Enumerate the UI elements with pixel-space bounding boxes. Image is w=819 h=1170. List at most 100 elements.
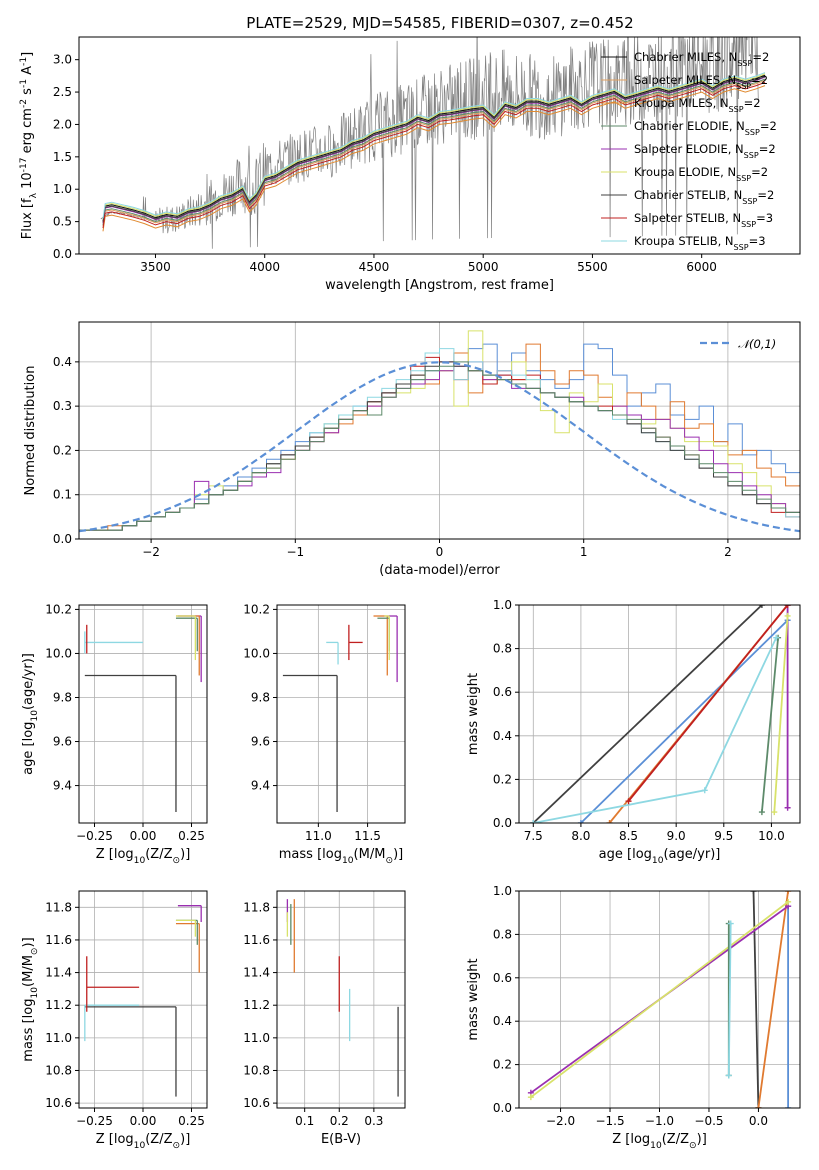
axes-frame [518, 604, 801, 824]
x-axis-label: (data-model)/error [379, 563, 500, 578]
x-tick-label: 0.3 [364, 1114, 383, 1128]
axes-frame [276, 604, 406, 824]
y-tick-label: 10.6 [243, 1096, 270, 1110]
x-tick-label: 1 [580, 545, 588, 559]
weight-marker [784, 605, 791, 608]
x-tick-label: 7.5 [524, 829, 543, 843]
gaussian-curve [79, 361, 800, 533]
axes-frame [518, 890, 801, 1109]
y-tick-label: 11.6 [243, 933, 270, 947]
legend-label: Chabrier ELODIE, NSSP=2 [634, 119, 777, 137]
y-tick-label: 11.2 [243, 998, 270, 1012]
y-tick-label: 11.8 [243, 900, 270, 914]
x-tick-label: −1.5 [595, 1114, 624, 1128]
x-tick-label: 11.5 [354, 829, 381, 843]
x-axis-label: Z [log10(Z/Z⊙)] [612, 1132, 707, 1151]
weight-marker [785, 891, 792, 894]
model-line [102, 79, 766, 227]
x-tick-label: 0.25 [178, 1114, 205, 1128]
y-tick-label: 0.4 [53, 355, 72, 369]
y-tick-label: 3.0 [53, 53, 72, 67]
y-tick-label: 11.8 [45, 900, 72, 914]
y-tick-label: 10.6 [45, 1096, 72, 1110]
model-line [102, 73, 766, 220]
x-tick-label: 0.00 [130, 829, 157, 843]
plot-area [530, 605, 791, 823]
weight-line [580, 619, 789, 823]
y-tick-label: 10.2 [243, 602, 270, 616]
legend-label: Kroupa STELIB, NSSP=3 [634, 234, 766, 252]
y-tick-label: 10.0 [45, 646, 72, 660]
x-tick-label: −2 [142, 545, 160, 559]
weight-line [773, 615, 789, 813]
residuals-panel: −2 −1 0 1 2 0.0 0.1 0.2 0.3 0.4 (data-model)/error… [23, 321, 801, 578]
weight-marker [755, 1105, 762, 1108]
weight-marker [701, 787, 708, 794]
weight-marker [771, 809, 778, 816]
plot-area [84, 905, 202, 1097]
legend-label: Chabrier STELIB, NSSP=2 [634, 188, 774, 206]
legend-label: 𝒩(0,1) [738, 337, 776, 351]
x-axis-label: wavelength [Angstrom, rest frame] [325, 278, 554, 293]
weight-marker [784, 804, 791, 811]
y-tick-label: 9.8 [53, 690, 72, 704]
axes-frame [78, 36, 801, 255]
x-axis-label: age [log10(age/yr)] [599, 847, 721, 866]
weight-marker [606, 820, 613, 823]
y-tick-label: 11.4 [45, 966, 72, 980]
mass-vs-metallicity-panel: −0.25 0.00 0.25 10.6 10.8 11.0 11.2 11.4 11.6 11.… [21, 890, 208, 1151]
y-tick-label: 0.6 [493, 685, 512, 699]
weight-line [727, 923, 732, 1076]
x-tick-label: −2.0 [546, 1114, 575, 1128]
y-tick-label: 0.8 [493, 927, 512, 941]
x-tick-label: 8.5 [619, 829, 638, 843]
x-tick-label: 6000 [686, 260, 717, 274]
spectrum-panel: 3500 4000 4500 5000 5500 6000 0.0 0.5 1.0 1.5 2.0 2… [19, 36, 801, 293]
x-tick-label: 0.2 [330, 1114, 349, 1128]
y-tick-label: 1.5 [53, 150, 72, 164]
weight-marker [725, 1072, 732, 1079]
model-line [102, 81, 766, 229]
x-axis-label: Z [log10(Z/Z⊙)] [96, 847, 191, 866]
y-tick-label: 2.0 [53, 117, 72, 131]
y-tick-label: 0.5 [53, 215, 72, 229]
x-tick-label: −1 [286, 545, 304, 559]
weight-marker [530, 820, 537, 823]
spectrum-title: PLATE=2529, MJD=54585, FIBERID=0307, z=0… [246, 14, 633, 32]
weight-marker [750, 891, 757, 894]
x-tick-label: 0.25 [178, 829, 205, 843]
legend-label: Kroupa ELODIE, NSSP=2 [634, 165, 768, 183]
axes-frame [78, 321, 801, 540]
legend-label: Kroupa MILES, NSSP=2 [634, 96, 761, 114]
y-tick-label: 0.0 [493, 1101, 512, 1115]
y-tick-label: 2.5 [53, 85, 72, 99]
y-axis-label: Flux [fλ 10-17 erg cm-2 s-1 A-1] [19, 52, 39, 239]
y-tick-label: 9.4 [251, 779, 270, 793]
y-tick-label: 10.2 [45, 602, 72, 616]
plot-area [84, 615, 202, 812]
x-tick-label: 3500 [140, 260, 171, 274]
axes-frame [276, 890, 406, 1109]
x-tick-label: 4000 [249, 260, 280, 274]
y-tick-label: 0.1 [53, 488, 72, 502]
x-tick-label: −1.0 [645, 1114, 674, 1128]
y-tick-label: 0.4 [493, 729, 512, 743]
x-axis-label: mass [log10(M/M⊙)] [279, 847, 403, 866]
y-tick-label: 11.0 [243, 1031, 270, 1045]
x-axis-label: E(B-V) [321, 1132, 361, 1147]
weight-line [757, 891, 789, 1108]
x-tick-label: 5500 [577, 260, 608, 274]
y-tick-label: 0.0 [493, 816, 512, 830]
histogram-step [79, 361, 800, 531]
data-spectrum-line [100, 37, 759, 249]
model-line [102, 76, 766, 223]
y-tick-label: 0.8 [493, 642, 512, 656]
y-tick-label: 1.0 [493, 884, 512, 898]
y-tick-label: 10.0 [243, 646, 270, 660]
x-tick-label: 10.0 [758, 829, 785, 843]
x-tick-label: −0.25 [76, 829, 113, 843]
legend-label: Salpeter STELIB, NSSP=3 [634, 211, 773, 229]
y-tick-label: 0.2 [493, 1058, 512, 1072]
x-tick-label: 0.00 [130, 1114, 157, 1128]
model-line [102, 76, 766, 223]
